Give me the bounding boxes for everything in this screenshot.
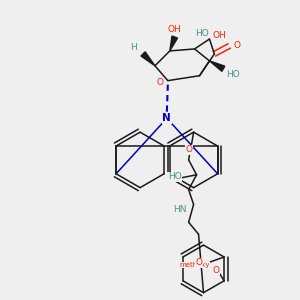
- Text: O: O: [196, 258, 203, 267]
- Text: OH: OH: [212, 31, 226, 40]
- Text: O: O: [185, 146, 192, 154]
- Text: OH: OH: [168, 25, 182, 34]
- Polygon shape: [209, 61, 225, 71]
- Text: N: N: [163, 113, 171, 123]
- Text: methoxy: methoxy: [179, 262, 210, 268]
- Text: H: H: [130, 44, 136, 52]
- Text: HO: HO: [195, 28, 208, 38]
- Text: HN: HN: [173, 205, 187, 214]
- Polygon shape: [170, 36, 178, 51]
- Text: O: O: [156, 78, 164, 87]
- Text: HO: HO: [226, 70, 240, 79]
- Text: O: O: [234, 41, 241, 50]
- Text: HO: HO: [168, 172, 182, 181]
- Polygon shape: [141, 52, 155, 66]
- Text: O: O: [213, 266, 220, 275]
